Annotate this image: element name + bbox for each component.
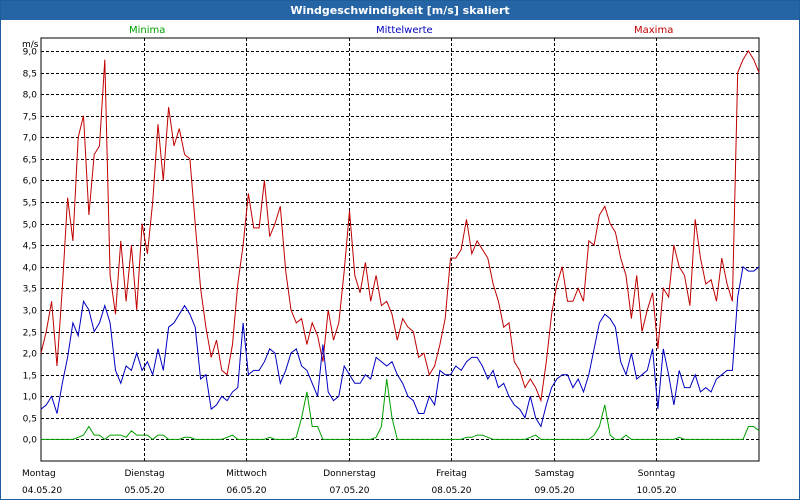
y-tick-label: 9,0 — [23, 48, 38, 58]
series-line-maxima — [40, 49, 760, 403]
series-line-minima — [41, 378, 760, 441]
legend-mittelwerte: Mittelwerte — [376, 25, 433, 36]
x-tick-day: Montag — [22, 469, 56, 479]
y-tick-label: 1,5 — [23, 372, 37, 382]
y-tick-label: 5,5 — [23, 199, 37, 209]
y-tick-label: 8,5 — [23, 70, 37, 80]
x-tick-date: 10.05.20 — [636, 486, 676, 496]
chart-title: Windgeschwindigkeit [m/s] skaliert — [1, 1, 799, 20]
legend-maxima: Maxima — [634, 25, 674, 36]
x-tick-date: 05.05.20 — [124, 486, 164, 496]
y-tick-label: 2,0 — [23, 350, 38, 360]
y-tick-label: 4,5 — [23, 242, 37, 252]
plot-area — [40, 37, 760, 462]
y-tick-label: 0,5 — [23, 415, 37, 425]
x-tick-day: Mittwoch — [226, 469, 267, 479]
x-tick-date: 08.05.20 — [431, 486, 471, 496]
y-axis-unit-label: m/s — [22, 40, 39, 50]
y-tick-label: 7,5 — [23, 113, 37, 123]
y-tick-label: 6,0 — [23, 177, 38, 187]
y-tick-label: 5,0 — [23, 221, 38, 231]
y-tick-label: 3,0 — [23, 307, 38, 317]
y-tick-label: 6,5 — [23, 156, 37, 166]
x-tick-day: Dienstag — [124, 469, 164, 479]
x-tick-date: 06.05.20 — [226, 486, 266, 496]
x-tick-day: Samstag — [535, 469, 574, 479]
x-tick-date: 07.05.20 — [329, 486, 369, 496]
y-tick-label: 7,0 — [23, 134, 38, 144]
x-tick-day: Donnerstag — [323, 469, 376, 479]
y-tick-label: 0,0 — [23, 436, 38, 446]
series-line-mittelwerte — [40, 265, 760, 428]
x-tick-date: 09.05.20 — [534, 486, 574, 496]
x-tick-date: 04.05.20 — [22, 486, 62, 496]
y-tick-label: 4,0 — [23, 264, 38, 274]
x-tick-day: Sonntag — [638, 469, 675, 479]
y-tick-label: 2,5 — [23, 329, 37, 339]
x-tick-day: Freitag — [436, 469, 467, 479]
legend-minima: Minima — [129, 25, 166, 36]
y-tick-label: 8,0 — [23, 91, 38, 101]
y-tick-label: 3,5 — [23, 285, 37, 295]
y-tick-label: 1,0 — [23, 393, 38, 403]
